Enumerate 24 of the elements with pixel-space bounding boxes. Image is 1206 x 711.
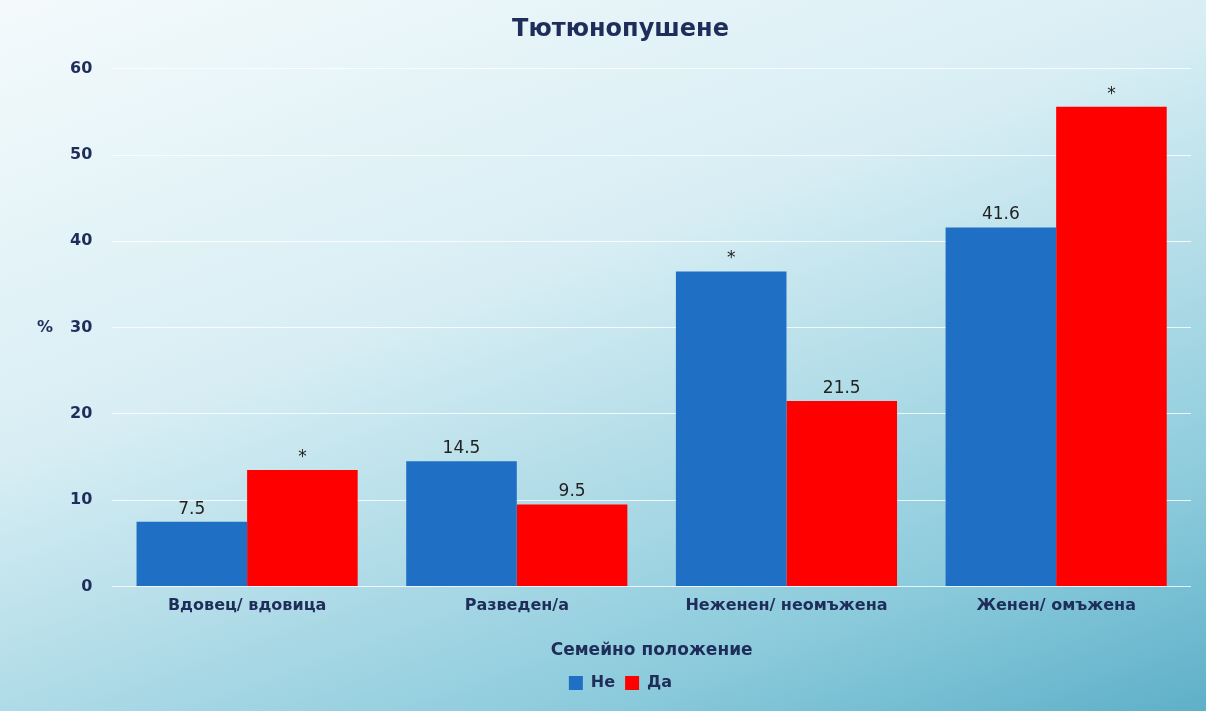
x-tick-label: Разведен/а <box>464 595 569 615</box>
legend-label: Да <box>647 672 673 692</box>
x-tick-label: Женен/ омъжена <box>976 595 1136 615</box>
data-label: * <box>1107 82 1116 103</box>
data-label: 7.5 <box>178 497 206 518</box>
data-label: * <box>726 247 736 268</box>
x-tick-label: Вдовец/ вдовица <box>167 595 327 615</box>
data-label: 41.6 <box>981 203 1020 224</box>
data-label: 14.5 <box>442 437 481 458</box>
y-tick-label: 0 <box>81 575 93 595</box>
y-tick-label: 30 <box>70 316 93 336</box>
y-tick-label: 10 <box>70 489 93 509</box>
x-axis-title: Семейно положение <box>550 639 753 660</box>
y-tick-label: 60 <box>70 57 93 77</box>
data-label: 9.5 <box>558 480 586 501</box>
y-tick-label: 50 <box>70 144 93 164</box>
chart-title: Тютюнопушене <box>512 13 729 42</box>
data-label: * <box>298 445 307 466</box>
y-tick-label: 20 <box>70 403 93 423</box>
y-axis-title: % <box>36 316 54 336</box>
x-tick-label: Неженен/ неомъжена <box>685 595 888 615</box>
legend-label: Не <box>590 672 616 692</box>
data-label: 21.5 <box>822 376 861 397</box>
y-tick-label: 40 <box>70 230 93 250</box>
